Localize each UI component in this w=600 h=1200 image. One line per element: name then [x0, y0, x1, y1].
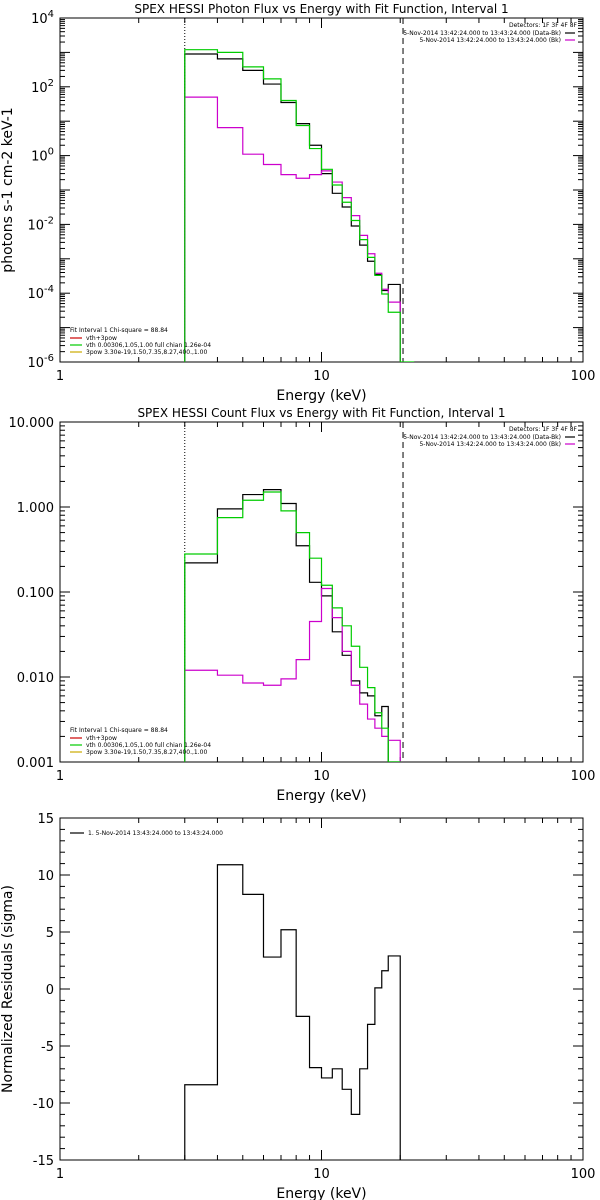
legend-top-left: 1. 5-Nov-2014 13:43:24.000 to 13:43:24.0… — [70, 830, 223, 837]
legend-bottom-left: Fit Interval 1 Chi-square = 88.84vth+3po… — [70, 727, 211, 756]
y-tick-label: 10 — [37, 869, 54, 884]
y-tick-label: 10-4 — [27, 284, 54, 302]
x-axis: 1 10 100 Energy (keV) — [56, 18, 596, 404]
y-axis: -15 -10 -5 0 5 10 15 Normalized Residuals (sigm… — [0, 812, 583, 1169]
x-tick-label: 1 — [56, 369, 64, 384]
y-tick-label: 1.000 — [17, 501, 54, 516]
series-1-line — [184, 864, 401, 1160]
chart-panel-1: SPEX HESSI Photon Flux vs Energy with Fi… — [0, 2, 595, 404]
x-tick-label: 1 — [56, 1167, 64, 1182]
chart-panel-3: 1 10 100 Energy (keV) -15 -10 -5 0 5 10 15 Normaliz… — [0, 812, 595, 1200]
chart-panel-2: SPEX HESSI Count Flux vs Energy with Fit… — [9, 406, 596, 804]
y-axis: 0.001 0.010 0.100 1.000 10.000 — [9, 416, 583, 771]
legend-item-label: 3pow 3.30e-19,1.50,7.35,8.27,400.,1.00 — [86, 349, 207, 356]
legend-top-right: Detectors: 1F 3F 4F 8F5-Nov-2014 13:42:2… — [403, 22, 577, 44]
series-3-line — [184, 491, 401, 762]
y-tick-label: 100 — [31, 147, 54, 165]
y-tick-label: 104 — [31, 9, 54, 27]
x-axis-label: Energy (keV) — [276, 788, 366, 804]
y-tick-label: 0 — [46, 983, 54, 998]
legend-item-label: vth 0.00306,1.05,1.00 full chian 1.26e-0… — [86, 342, 211, 349]
y-tick-label: 15 — [37, 812, 54, 827]
x-tick-label: 10 — [313, 769, 330, 784]
legend-top-right: Detectors: 1F 3F 4F 8F5-Nov-2014 13:42:2… — [403, 426, 577, 448]
y-tick-label: 10.000 — [9, 416, 55, 431]
chart-title: SPEX HESSI Count Flux vs Energy with Fit… — [137, 406, 505, 420]
plot-frame — [59, 17, 584, 363]
series-3-line — [184, 49, 415, 362]
x-tick-label: 10 — [313, 1167, 330, 1182]
y-tick-label: 0.001 — [17, 756, 54, 771]
legend-header: Fit Interval 1 Chi-square = 88.84 — [70, 727, 168, 734]
y-axis-label: photons s-1 cm-2 keV-1 — [0, 107, 16, 272]
x-tick-label: 100 — [571, 1167, 596, 1182]
x-axis-label: Energy (keV) — [276, 1186, 366, 1200]
legend-item-label: vth+3pow — [86, 335, 117, 342]
x-axis: 1 10 100 Energy (keV) — [56, 818, 596, 1200]
series-2-line — [184, 96, 401, 362]
legend-item-label: 1. 5-Nov-2014 13:43:24.000 to 13:43:24.0… — [88, 830, 223, 837]
legend-item-label: vth+3pow — [86, 735, 117, 742]
y-tick-label: -10 — [33, 1097, 54, 1112]
y-axis: 10-6 10-4 10-2 100 102 104 photons s-1 cm-2 ke… — [0, 9, 583, 371]
legend-item-label: 5-Nov-2014 13:42:24.000 to 13:43:24.000 … — [419, 441, 561, 448]
legend-item-label: 5-Nov-2014 13:42:24.000 to 13:43:24.000 … — [419, 37, 561, 44]
y-tick-label: -5 — [41, 1040, 54, 1055]
x-tick-label: 100 — [571, 369, 596, 384]
legend-item-label: 5-Nov-2014 13:42:24.000 to 13:43:24.000 … — [403, 434, 561, 441]
y-tick-label: 10-6 — [27, 353, 54, 371]
y-tick-label: 5 — [46, 926, 54, 941]
plot-frame — [59, 817, 584, 1161]
series-layer — [184, 489, 401, 762]
y-axis-label: Normalized Residuals (sigma) — [0, 885, 16, 1093]
y-tick-label: 0.100 — [17, 586, 54, 601]
legend-item-label: 5-Nov-2014 13:42:24.000 to 13:43:24.000 … — [403, 30, 561, 37]
legend-bottom-left: Fit Interval 1 Chi-square = 88.84vth+3po… — [70, 327, 211, 356]
legend-item-label: 3pow 3.30e-19,1.50,7.35,8.27,400.,1.00 — [86, 749, 207, 756]
chart-title: SPEX HESSI Photon Flux vs Energy with Fi… — [134, 2, 508, 16]
x-tick-label: 10 — [313, 369, 330, 384]
legend-header: Fit Interval 1 Chi-square = 88.84 — [70, 327, 168, 334]
legend-header: Detectors: 1F 3F 4F 8F — [509, 426, 578, 433]
y-tick-label: -15 — [33, 1154, 54, 1169]
x-axis-label: Energy (keV) — [276, 388, 366, 404]
legend-header: Detectors: 1F 3F 4F 8F — [509, 22, 578, 29]
x-tick-label: 1 — [56, 769, 64, 784]
y-tick-label: 0.010 — [17, 671, 54, 686]
x-tick-label: 100 — [571, 769, 596, 784]
series-layer — [184, 864, 401, 1160]
series-layer — [184, 49, 415, 362]
y-tick-label: 10-2 — [27, 215, 54, 233]
y-tick-label: 102 — [31, 78, 54, 96]
x-axis: 1 10 100 Energy (keV) — [56, 422, 596, 804]
legend-item-label: vth 0.00306,1.05,1.00 full chian 1.26e-0… — [86, 742, 211, 749]
